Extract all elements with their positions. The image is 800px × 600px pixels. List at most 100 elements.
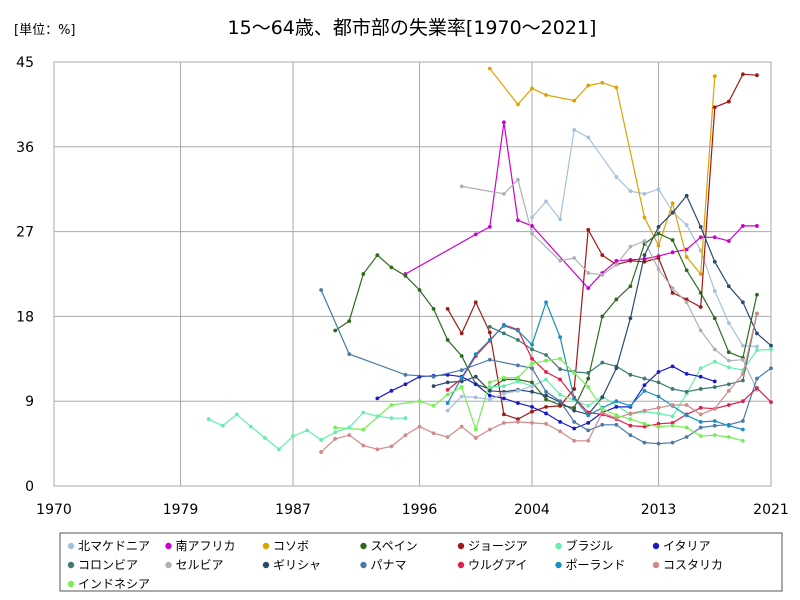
legend-item: セルビア <box>165 558 224 572</box>
y-tick-label: 27 <box>16 225 34 241</box>
data-point <box>684 413 689 418</box>
legend-item: スペイン <box>360 539 418 553</box>
data-point <box>628 433 633 438</box>
data-point <box>572 387 577 391</box>
data-point <box>586 286 591 291</box>
data-point <box>530 361 534 366</box>
data-point <box>487 338 492 342</box>
series-__late_gray <box>445 384 534 413</box>
data-point <box>726 321 731 325</box>
data-point <box>375 253 380 258</box>
legend-label: セルビア <box>176 558 224 572</box>
data-point <box>642 424 647 429</box>
data-point <box>684 297 689 302</box>
data-point <box>501 323 506 328</box>
data-point <box>305 428 309 433</box>
legend-marker <box>652 561 660 569</box>
data-point <box>417 399 422 404</box>
data-point <box>516 420 520 424</box>
data-point <box>347 433 352 438</box>
x-tick-label: 2013 <box>641 502 677 518</box>
data-point <box>361 443 366 448</box>
data-point <box>530 224 534 228</box>
data-point <box>361 272 366 276</box>
data-point <box>670 290 675 295</box>
data-point <box>726 403 731 407</box>
data-point <box>698 366 703 371</box>
axes: 1970 1979 1987 1996 2004 2013 2021 0 9 18 27 36 45 <box>16 55 789 518</box>
data-point <box>656 394 661 399</box>
data-point <box>530 380 534 385</box>
series-line <box>447 300 744 431</box>
data-point <box>516 363 520 368</box>
data-point <box>740 427 745 432</box>
data-point <box>501 375 506 380</box>
data-point <box>530 409 534 414</box>
data-point <box>698 224 703 229</box>
data-point <box>530 404 534 409</box>
data-point <box>586 385 591 389</box>
data-point <box>712 235 717 240</box>
data-point <box>487 388 492 393</box>
data-point <box>726 284 731 289</box>
legend-label: インドネシア <box>78 577 150 591</box>
data-point <box>220 423 225 428</box>
data-point <box>712 289 717 293</box>
data-point <box>530 366 534 371</box>
data-point <box>544 93 548 97</box>
data-point <box>445 306 450 311</box>
data-point <box>755 344 759 349</box>
data-point <box>656 424 661 429</box>
data-point <box>726 358 731 363</box>
data-point <box>684 300 689 305</box>
data-point <box>572 405 577 410</box>
legend-label: スペイン <box>371 539 418 553</box>
data-point <box>558 367 563 372</box>
legend-item: コソボ <box>262 539 309 553</box>
data-point <box>656 231 661 236</box>
data-point <box>234 412 239 417</box>
data-point <box>628 372 633 377</box>
data-point <box>544 389 548 394</box>
data-point <box>628 417 633 422</box>
data-point <box>403 372 408 377</box>
data-point <box>262 436 267 440</box>
data-point <box>712 419 717 423</box>
data-point <box>516 375 520 380</box>
data-point <box>375 447 380 452</box>
data-point <box>389 265 394 270</box>
legend-marker <box>165 561 172 569</box>
data-point <box>572 420 577 424</box>
data-point <box>572 438 577 443</box>
y-tick-label: 36 <box>16 140 34 156</box>
data-point <box>558 258 563 263</box>
series-コスタリカ <box>319 311 759 454</box>
data-point <box>740 399 745 404</box>
data-point <box>459 354 464 358</box>
data-point <box>755 348 759 353</box>
legend-item: ブラジル <box>555 538 613 553</box>
data-point <box>333 425 338 430</box>
data-point <box>361 427 366 432</box>
data-point <box>530 389 534 394</box>
data-point <box>726 388 731 393</box>
data-point <box>459 331 464 336</box>
data-point <box>347 319 352 324</box>
data-point <box>670 238 675 242</box>
data-point <box>403 433 408 438</box>
data-point <box>740 224 745 228</box>
data-point <box>642 376 647 381</box>
series-line <box>531 128 757 348</box>
data-point <box>459 394 464 399</box>
x-tick-label: 1970 <box>36 502 72 518</box>
data-point <box>487 224 492 229</box>
data-point <box>740 419 745 423</box>
data-point <box>769 343 773 348</box>
data-point <box>712 423 717 428</box>
legend-item: 北マケドニア <box>67 539 150 553</box>
legend-item: コロンビア <box>67 558 138 572</box>
data-point <box>684 425 689 430</box>
data-point <box>516 417 520 422</box>
legend-marker <box>67 542 75 550</box>
data-point <box>487 330 492 335</box>
